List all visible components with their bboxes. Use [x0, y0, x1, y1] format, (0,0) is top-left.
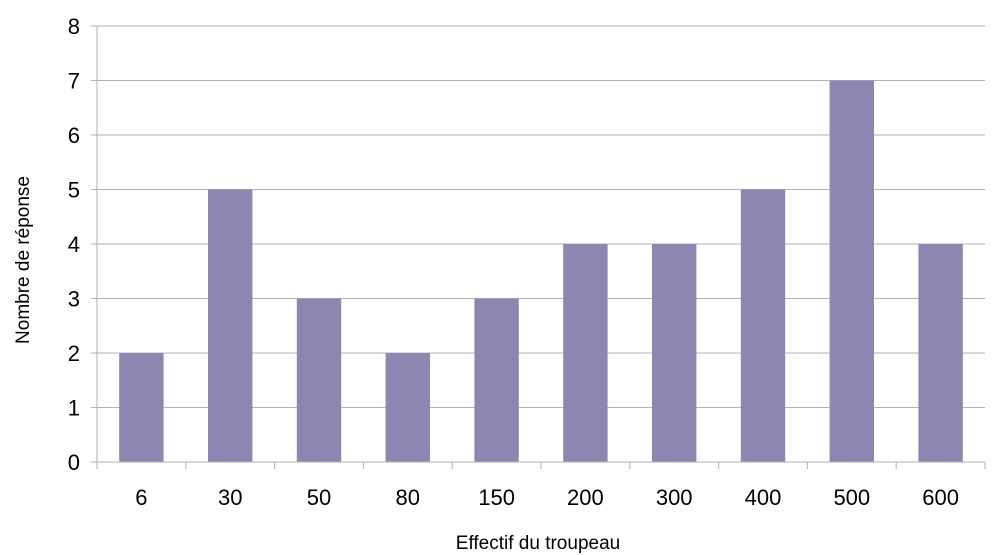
bar-500 — [829, 80, 874, 462]
y-tick-label: 6 — [68, 123, 80, 148]
y-tick-label: 5 — [68, 178, 80, 203]
x-tick-label: 50 — [307, 485, 331, 510]
x-tick-label: 200 — [567, 485, 604, 510]
bar-600 — [918, 244, 963, 462]
tick-labels: 0 1 2 3 4 5 6 7 8 6 30 50 80 150 200 300 400 500 600 — [68, 14, 959, 510]
x-tick-label: 150 — [478, 485, 515, 510]
x-tick-label: 6 — [135, 485, 147, 510]
y-tick-label: 7 — [68, 69, 80, 94]
bar-6 — [119, 353, 164, 462]
y-tick-label: 1 — [68, 396, 80, 421]
bar-50 — [296, 298, 342, 462]
bar-200 — [563, 244, 608, 462]
x-tick-label: 300 — [656, 485, 693, 510]
x-tick-label: 400 — [745, 485, 782, 510]
x-axis-title: Effectif du troupeau — [456, 533, 620, 554]
y-tick-label: 0 — [68, 450, 80, 475]
y-tick-label: 2 — [68, 341, 80, 366]
bar-400 — [740, 189, 786, 462]
bar-30 — [208, 189, 253, 462]
y-tick-label: 3 — [68, 287, 80, 312]
x-tick-label: 500 — [833, 485, 870, 510]
bar-300 — [652, 244, 697, 462]
x-tick-label: 600 — [922, 485, 959, 510]
y-tick-label: 8 — [68, 14, 80, 39]
axes — [91, 25, 986, 469]
y-tick-label: 4 — [68, 232, 80, 257]
bars — [119, 80, 963, 462]
y-axis-title: Nombre de réponse — [13, 176, 34, 344]
x-tick-label: 30 — [218, 485, 242, 510]
bar-150 — [474, 298, 519, 462]
bar-80 — [385, 353, 430, 462]
x-tick-label: 80 — [396, 485, 420, 510]
